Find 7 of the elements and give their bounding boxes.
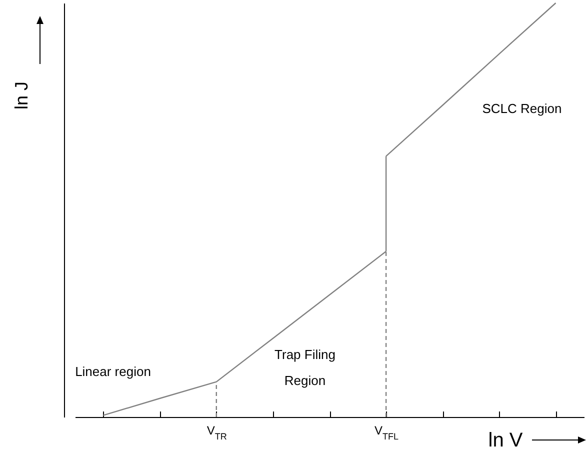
annotation: SCLC Region [482, 101, 562, 116]
y-axis-title: ln J [12, 81, 32, 110]
x-axis-title: ln V [488, 430, 524, 452]
x-tick-label: V$_{TR}$ [206, 424, 228, 442]
annotation: Trap Filing Region [274, 347, 336, 388]
annotation: Linear region [75, 364, 151, 379]
x-tick-label: V$_{TFL}$ [374, 424, 399, 442]
